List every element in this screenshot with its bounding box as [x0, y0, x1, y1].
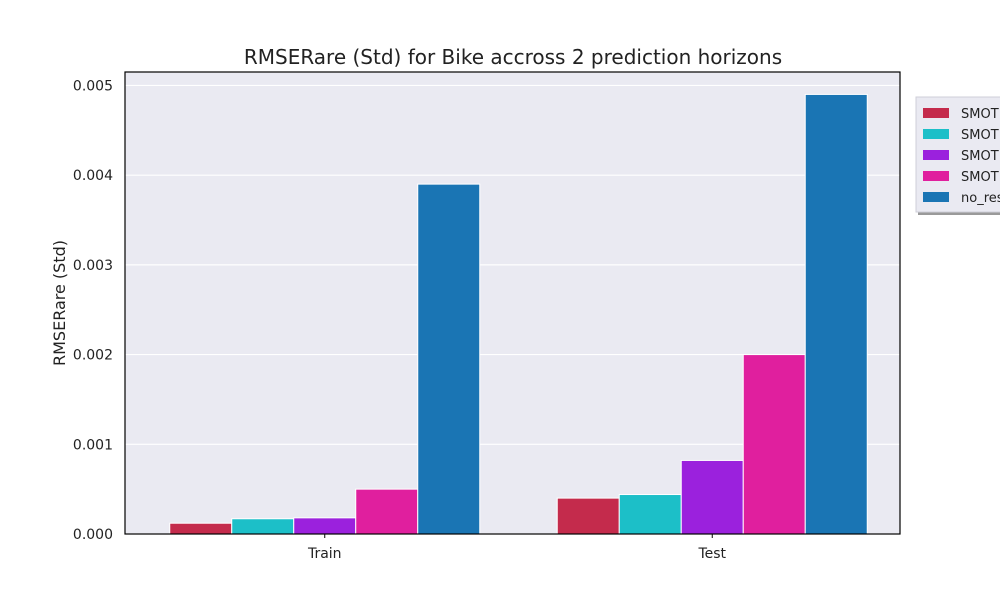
legend-swatch: [923, 192, 949, 202]
legend-label: SMOT: [961, 128, 999, 143]
plot-frame: [124, 71, 901, 535]
y-tick-label: 0.001: [73, 437, 113, 453]
y-axis-label: RMSERare (Std): [50, 240, 69, 366]
bar-train-series-4: [355, 488, 419, 535]
chart-title: RMSERare (Std) for Bike accross 2 predic…: [244, 45, 782, 69]
bars-group: [169, 93, 868, 535]
bar-test-series-2: [618, 494, 682, 535]
y-tick-label: 0.003: [73, 258, 113, 274]
legend-label: SMOT: [961, 107, 999, 122]
legend-swatch: [923, 129, 949, 139]
legend-swatch: [923, 150, 949, 160]
bar-test-series-5: [804, 93, 868, 535]
bar-train-series-5: [417, 183, 481, 535]
bar-test-series-4: [742, 354, 806, 535]
y-tick-label: 0.005: [73, 78, 113, 94]
legend-label: SMOT: [961, 170, 999, 185]
bar-train-series-2: [231, 518, 295, 535]
y-tick-label: 0.000: [73, 527, 113, 543]
bar-train-series-1: [169, 522, 233, 535]
legend-swatch: [923, 171, 949, 181]
legend-label: no_res: [961, 191, 1000, 206]
y-axis-ticks: 0.000 0.001 0.002 0.003 0.004 0.005: [73, 78, 113, 543]
legend-label: SMOT: [961, 149, 999, 164]
bar-train-series-3: [293, 517, 357, 535]
y-tick-label: 0.004: [73, 168, 113, 184]
bar-test-series-3: [680, 459, 744, 535]
legend-swatch: [923, 108, 949, 118]
y-tick-label: 0.002: [73, 348, 113, 364]
x-tick-label: Test: [697, 546, 726, 562]
x-axis-ticks: Train Test: [307, 534, 727, 562]
x-tick-label: Train: [307, 546, 342, 562]
bar-test-series-1: [556, 497, 620, 535]
legend: SMOT SMOT SMOT SMOT no_res: [915, 96, 1000, 215]
